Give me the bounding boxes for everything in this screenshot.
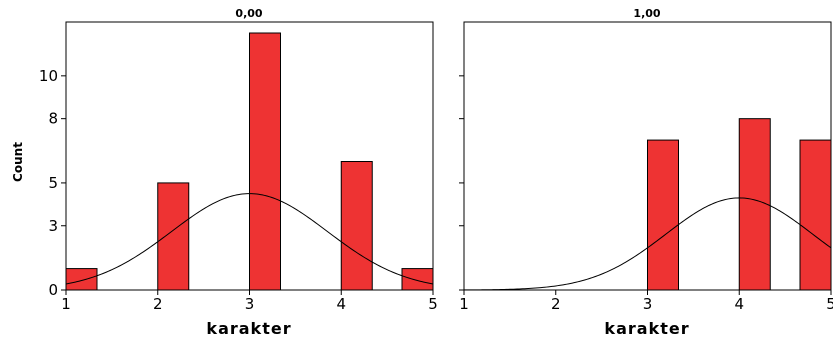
- x-tick-label-1-5: 5: [826, 295, 833, 313]
- bar-0-5: [401, 268, 434, 291]
- panel-0-title: 0,00: [235, 7, 262, 20]
- bar-0-1: [65, 268, 98, 291]
- x-tick-label-0-1: 1: [61, 295, 71, 313]
- normal-curve-0: [65, 193, 434, 285]
- x-tick-label-1-3: 3: [643, 295, 653, 313]
- panel-0-x-title: karakter: [206, 319, 291, 338]
- panel-1-title: 1,00: [633, 7, 660, 20]
- x-tick-label-1-1: 1: [459, 295, 469, 313]
- panel-1-x-title: karakter: [604, 319, 689, 338]
- panel-0: 0,00 karakter 1 2 3 4 5 0 3 5 8 10: [39, 7, 438, 338]
- panel-1: 1,00 karakter 1 2 3 4 5: [459, 7, 833, 338]
- y-axis-title: Count: [11, 142, 25, 182]
- y-tick-label-8: 8: [48, 110, 58, 128]
- x-tick-label-0-5: 5: [428, 295, 438, 313]
- bar-1-3: [647, 139, 679, 291]
- bar-1-4: [738, 118, 771, 291]
- y-tick-label-3: 3: [48, 217, 58, 235]
- normal-curve-1: [463, 197, 832, 291]
- x-tick-label-0-2: 2: [153, 295, 163, 313]
- y-tick-label-0: 0: [48, 281, 58, 299]
- bar-1-5: [799, 139, 832, 291]
- y-tick-label-10: 10: [39, 67, 58, 85]
- x-tick-label-1-4: 4: [734, 295, 744, 313]
- x-tick-label-0-3: 3: [245, 295, 255, 313]
- bar-0-4: [340, 161, 373, 291]
- x-tick-label-1-2: 2: [551, 295, 561, 313]
- bar-0-2: [157, 182, 190, 291]
- bar-0-3: [249, 32, 281, 291]
- x-tick-label-0-4: 4: [336, 295, 346, 313]
- y-tick-label-5: 5: [48, 174, 58, 192]
